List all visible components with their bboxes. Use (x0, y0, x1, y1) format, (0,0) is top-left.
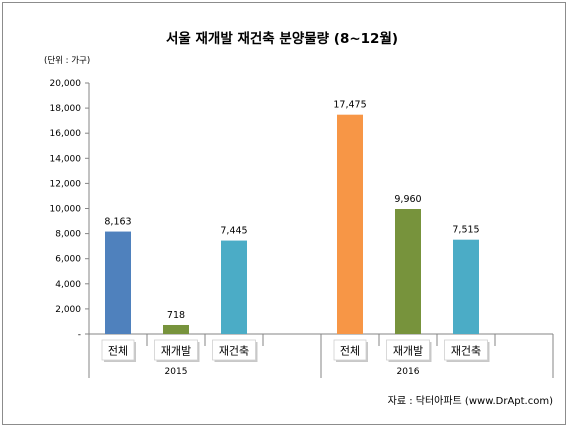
y-tick-label: 18,000 (50, 104, 82, 114)
y-tick-label: 12,000 (50, 179, 82, 189)
category-label: 전체 (340, 345, 360, 358)
source-note: 자료 : 닥터아파트 (www.DrApt.com) (388, 395, 553, 407)
bar (105, 231, 131, 334)
y-tick-label: 4,000 (55, 280, 81, 290)
category-label: 재개발 (161, 345, 191, 358)
data-label: 17,475 (333, 100, 366, 111)
category-label-box (333, 339, 367, 361)
year-label: 2015 (165, 367, 188, 377)
y-tick-label: 14,000 (50, 154, 82, 164)
y-tick-label: 8,000 (55, 230, 81, 240)
bar (337, 114, 363, 334)
category-label: 재건축 (219, 345, 249, 358)
year-label: 2016 (397, 367, 420, 377)
bar (221, 240, 247, 334)
y-tick-label: 16,000 (50, 129, 82, 139)
data-label: 718 (167, 310, 185, 321)
y-tick-label: 10,000 (50, 205, 82, 215)
y-tick-label: 2,000 (55, 305, 81, 315)
data-label: 9,960 (394, 194, 421, 205)
category-label-box (212, 339, 256, 361)
category-label-box (101, 339, 135, 361)
bar (163, 324, 189, 334)
category-label: 재개발 (393, 345, 423, 358)
category-label-box (154, 339, 198, 361)
data-label: 7,445 (220, 226, 247, 237)
category-label-box (444, 339, 488, 361)
category-label: 전체 (108, 345, 128, 358)
data-label: 8,163 (104, 217, 131, 228)
category-label-box (386, 339, 430, 361)
bar (395, 209, 421, 334)
y-tick-label: - (78, 330, 81, 340)
plot-area: 20,000 18,000 16,000 14,000 12,000 10,000 8,00… (50, 79, 554, 378)
y-tick-label: 20,000 (50, 79, 82, 89)
unit-label: (단위 : 가구) (44, 55, 90, 66)
chart-title: 서울 재개발 재건축 분양물량 (8~12월) (166, 30, 398, 47)
bar (453, 239, 479, 334)
data-label: 7,515 (452, 225, 479, 236)
category-label: 재건축 (451, 345, 481, 358)
y-tick-label: 6,000 (55, 255, 81, 265)
